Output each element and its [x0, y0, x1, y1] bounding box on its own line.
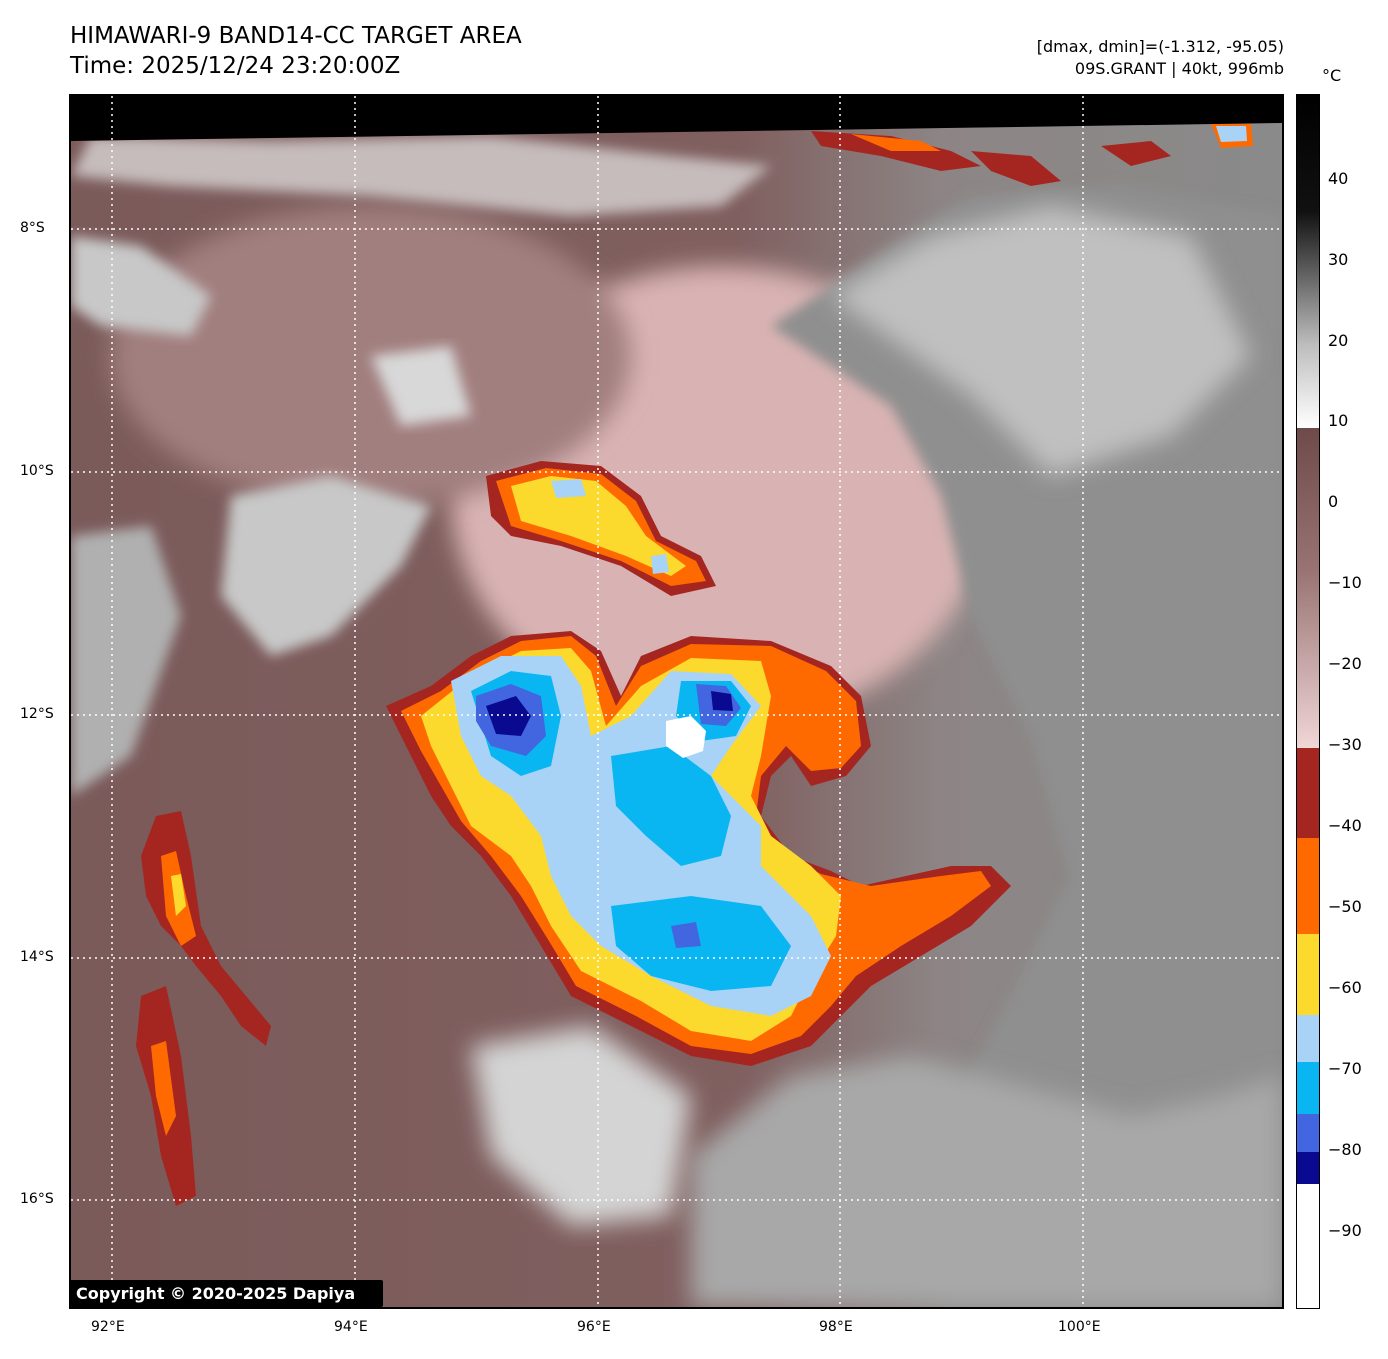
lon-label-94e: 94°E — [334, 1319, 368, 1335]
chart-title: HIMAWARI-9 BAND14-CC TARGET AREA — [70, 23, 522, 49]
north-band-yellow — [511, 476, 686, 576]
chart-time: Time: 2025/12/24 23:20:00Z — [70, 53, 401, 79]
light-cloud-far-west — [71, 526, 181, 796]
cbar-label-minus20: −20 — [1328, 654, 1362, 673]
cell-ne-blue — [1216, 126, 1247, 142]
cbar-label-minus10: −10 — [1328, 573, 1362, 592]
lon-label-100e: 100°E — [1058, 1319, 1101, 1335]
lon-label-92e: 92°E — [91, 1319, 125, 1335]
cbar-label-minus50: −50 — [1328, 897, 1362, 916]
cell-nw-navy — [486, 696, 531, 736]
cbar-cyan-segment — [1297, 1062, 1319, 1114]
light-cloud-top — [71, 136, 771, 216]
lat-label-12s: 12°S — [20, 706, 54, 722]
cbar-mauve-segment — [1297, 428, 1319, 748]
rainband-west-yellow — [171, 874, 186, 916]
cbar-yellow-segment — [1297, 934, 1319, 1015]
cbar-red-segment — [1297, 748, 1319, 838]
cbar-orange-segment — [1297, 838, 1319, 934]
satellite-image — [71, 96, 1282, 1307]
colorbar — [1296, 94, 1320, 1309]
streak-ne-orange — [851, 134, 941, 151]
graticule — [71, 96, 1282, 1307]
light-cloud-south — [471, 1026, 691, 1226]
cell-south-cyan — [611, 896, 791, 991]
cbar-label-10: 10 — [1328, 411, 1349, 430]
light-cloud-patch — [371, 346, 471, 426]
cbar-label-minus60: −60 — [1328, 978, 1362, 997]
lat-label-8s: 8°S — [20, 220, 45, 236]
streak-ne-red-2 — [971, 151, 1061, 186]
colorbar-unit: °C — [1322, 66, 1342, 85]
lon-label-96e: 96°E — [577, 1319, 611, 1335]
storm-text: 09S.GRANT | 40kt, 996mb — [1074, 59, 1284, 78]
cbar-lightblue-segment — [1297, 1015, 1319, 1062]
satellite-map[interactable] — [69, 94, 1284, 1309]
cbar-navy-segment — [1297, 1152, 1319, 1184]
cbar-white-segment — [1297, 1184, 1319, 1308]
light-cloud-west — [221, 476, 431, 656]
light-cloud-nw — [71, 236, 211, 336]
north-band-blue-2 — [651, 554, 669, 574]
cbar-label-30: 30 — [1328, 250, 1349, 269]
lon-label-98e: 98°E — [819, 1319, 853, 1335]
no-data-strip — [71, 96, 1282, 141]
range-text: [dmax, dmin]=(-1.312, -95.05) — [1036, 37, 1284, 56]
cbar-label-minus30: −30 — [1328, 735, 1362, 754]
cbar-label-20: 20 — [1328, 331, 1349, 350]
cbar-gray-segment — [1297, 95, 1319, 428]
lat-label-10s: 10°S — [20, 463, 54, 479]
cbar-label-minus80: −80 — [1328, 1140, 1362, 1159]
cell-coldest-white — [666, 716, 706, 758]
cbar-label-0: 0 — [1328, 492, 1339, 511]
cbar-blue-segment — [1297, 1114, 1319, 1152]
cell-n-navy — [711, 691, 733, 711]
cbar-label-40: 40 — [1328, 169, 1349, 188]
colorbar-scale — [1297, 95, 1319, 1308]
streak-ne-red-3 — [1101, 141, 1171, 166]
cell-center-cyan — [611, 746, 731, 866]
light-cloud-ne — [831, 206, 1251, 476]
cbar-label-minus90: −90 — [1328, 1221, 1362, 1240]
cbar-label-minus70: −70 — [1328, 1059, 1362, 1078]
north-band-blue — [551, 479, 586, 498]
gray-cloud-south — [691, 1056, 1282, 1307]
lat-label-16s: 16°S — [20, 1191, 54, 1207]
lat-label-14s: 14°S — [20, 949, 54, 965]
gray-cloud-east — [771, 186, 1282, 1307]
cbar-label-minus40: −40 — [1328, 816, 1362, 835]
cell-south-blue — [671, 922, 701, 948]
rainband-sw-orange — [151, 1041, 176, 1136]
copyright-label: Copyright © 2020-2025 Dapiya — [70, 1280, 383, 1307]
